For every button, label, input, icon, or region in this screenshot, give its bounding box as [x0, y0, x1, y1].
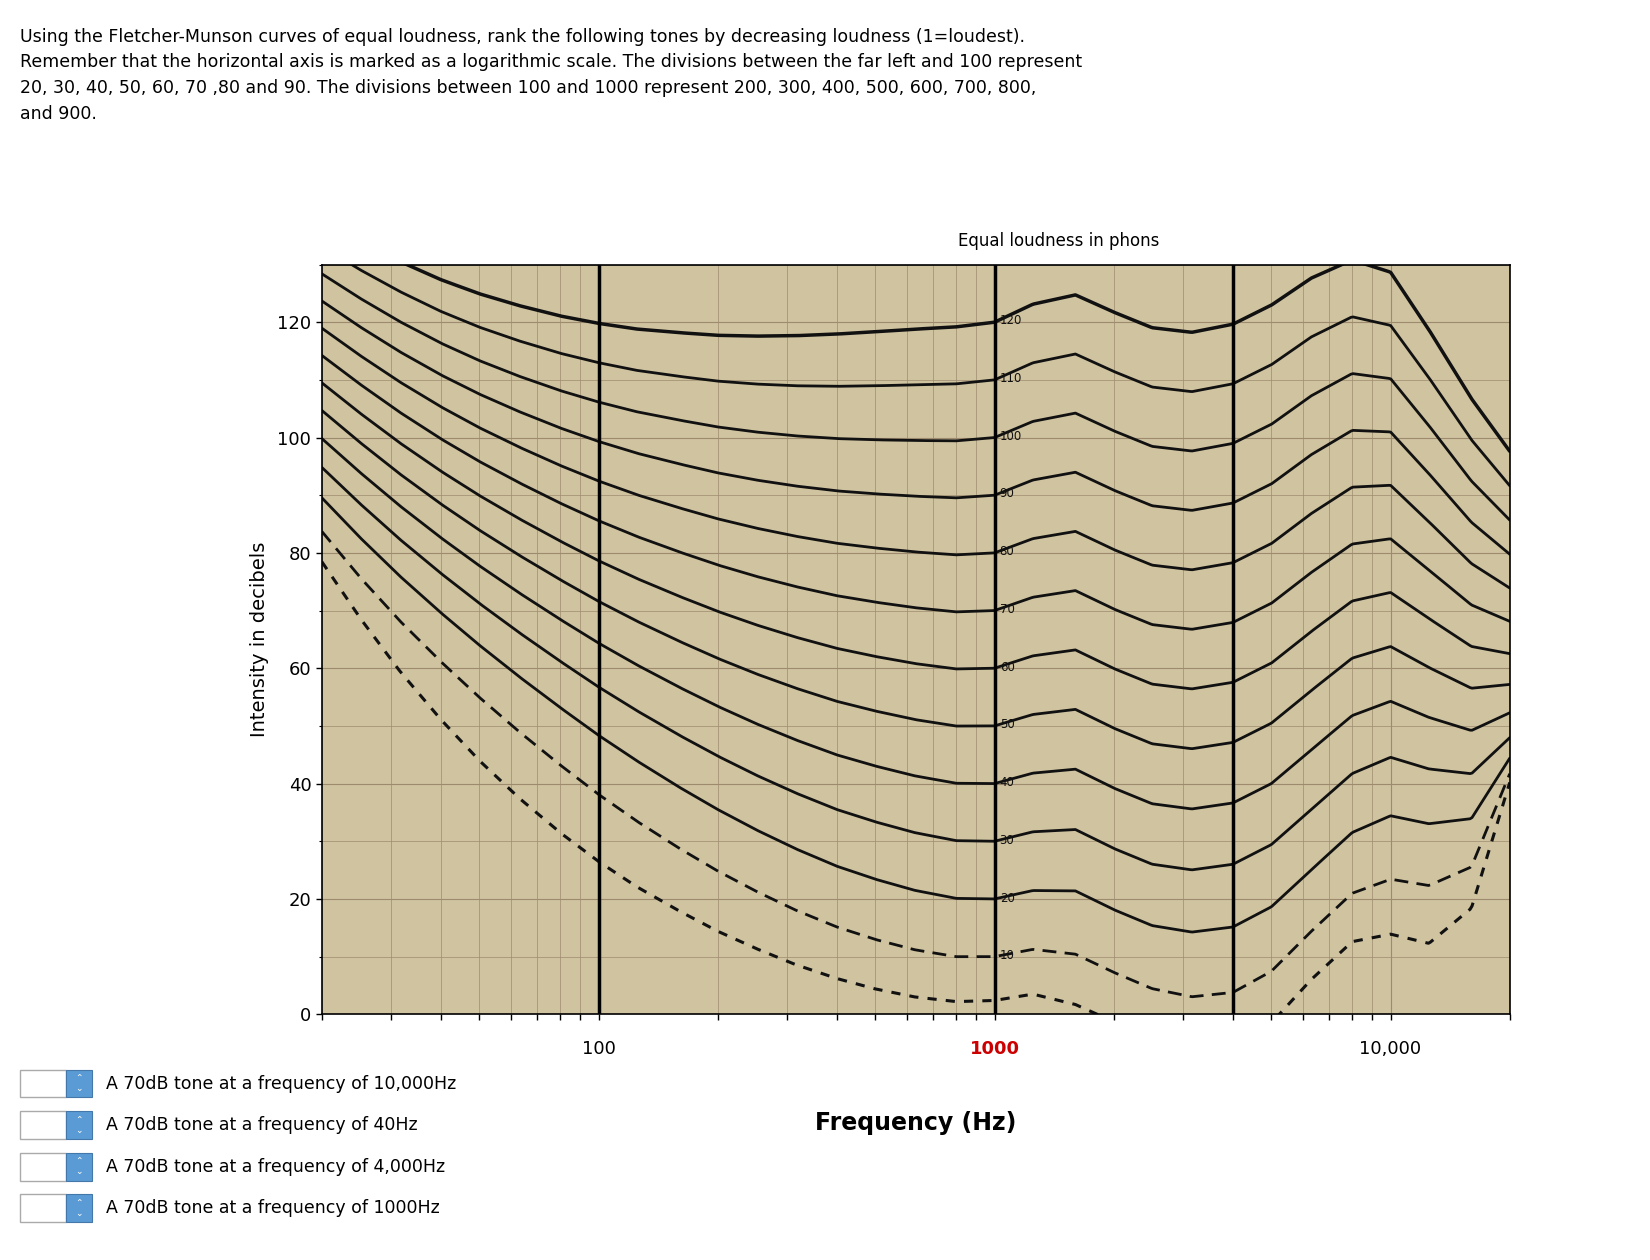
- Text: 110: 110: [1000, 372, 1021, 384]
- Text: 50: 50: [1000, 718, 1015, 731]
- Text: ⌃: ⌃: [76, 1115, 83, 1125]
- Text: 1000: 1000: [970, 1041, 1020, 1058]
- Text: 80: 80: [1000, 546, 1015, 558]
- Text: 100: 100: [1000, 430, 1021, 442]
- Text: 100: 100: [581, 1041, 615, 1058]
- Text: ⌄: ⌄: [76, 1167, 83, 1177]
- Text: Frequency (Hz): Frequency (Hz): [815, 1111, 1016, 1135]
- Text: 10: 10: [1000, 950, 1015, 963]
- Y-axis label: Intensity in decibels: Intensity in decibels: [249, 542, 269, 737]
- Text: Equal loudness in phons: Equal loudness in phons: [957, 232, 1158, 249]
- Text: 60: 60: [1000, 660, 1015, 674]
- Text: 10,000: 10,000: [1360, 1041, 1422, 1058]
- Text: 70: 70: [1000, 602, 1015, 616]
- Text: A 70dB tone at a frequency of 4,000Hz: A 70dB tone at a frequency of 4,000Hz: [106, 1158, 446, 1176]
- Text: A 70dB tone at a frequency of 40Hz: A 70dB tone at a frequency of 40Hz: [106, 1116, 417, 1134]
- Text: ⌄: ⌄: [76, 1208, 83, 1218]
- Text: ⌄: ⌄: [76, 1084, 83, 1094]
- Text: ⌃: ⌃: [76, 1157, 83, 1167]
- Text: ⌃: ⌃: [76, 1198, 83, 1208]
- Text: 30: 30: [1000, 834, 1015, 847]
- Text: Using the Fletcher-Munson curves of equal loudness, rank the following tones by : Using the Fletcher-Munson curves of equa…: [20, 28, 1082, 122]
- Text: 20: 20: [1000, 892, 1015, 905]
- Text: ⌄: ⌄: [76, 1125, 83, 1135]
- Text: 90: 90: [1000, 488, 1015, 500]
- Text: 120: 120: [1000, 314, 1021, 328]
- Text: A 70dB tone at a frequency of 1000Hz: A 70dB tone at a frequency of 1000Hz: [106, 1200, 439, 1217]
- Text: A 70dB tone at a frequency of 10,000Hz: A 70dB tone at a frequency of 10,000Hz: [106, 1075, 455, 1092]
- Text: ⌃: ⌃: [76, 1074, 83, 1084]
- Text: 40: 40: [1000, 776, 1015, 789]
